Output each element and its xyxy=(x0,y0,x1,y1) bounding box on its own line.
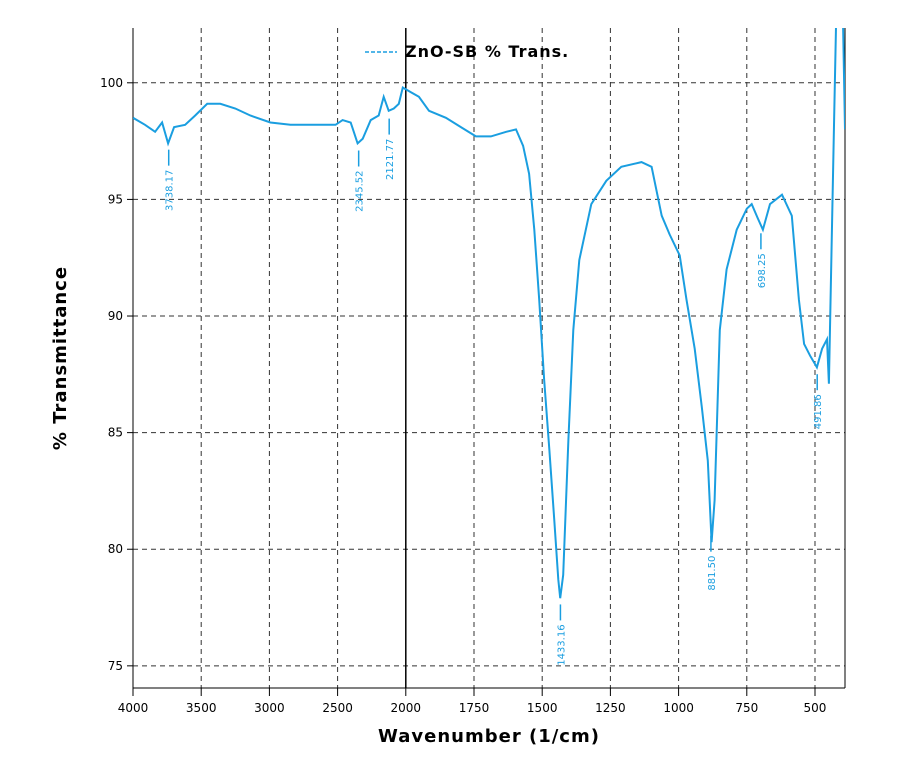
peak-label: 881.50 xyxy=(707,556,718,591)
x-axis-label: Wavenumber (1/cm) xyxy=(378,726,600,747)
peak-label: 3738.17 xyxy=(165,170,176,211)
x-tick-label: 1000 xyxy=(663,701,694,715)
y-tick-label: 100 xyxy=(100,76,123,90)
peak-label: 1433.16 xyxy=(556,624,567,665)
x-tick-label: 2500 xyxy=(322,701,353,715)
x-tick-label: 1500 xyxy=(527,701,558,715)
x-tick-label: 3000 xyxy=(254,701,285,715)
peak-label: 698.25 xyxy=(757,253,768,288)
x-tick-label: 4000 xyxy=(118,701,149,715)
y-axis-label: % Transmittance xyxy=(50,266,71,450)
peak-label: 2345.52 xyxy=(355,170,366,211)
y-tick-label: 90 xyxy=(108,309,123,323)
x-tick-label: 750 xyxy=(735,701,758,715)
legend-label: ZnO-SB % Trans. xyxy=(405,42,569,61)
y-tick-label: 80 xyxy=(108,542,123,556)
x-tick-label: 500 xyxy=(804,701,827,715)
x-tick-label: 1250 xyxy=(595,701,626,715)
x-tick-label: 3500 xyxy=(186,701,217,715)
y-tick-label: 95 xyxy=(108,192,123,206)
y-tick-label: 75 xyxy=(108,659,123,673)
spectrum-line xyxy=(133,28,845,599)
peak-label: 2121.77 xyxy=(385,139,396,180)
x-tick-label: 1750 xyxy=(459,701,490,715)
y-tick-label: 85 xyxy=(108,426,123,440)
x-tick-label: 2000 xyxy=(391,701,422,715)
plot-area xyxy=(133,28,845,599)
peak-label: 491.86 xyxy=(813,394,824,429)
